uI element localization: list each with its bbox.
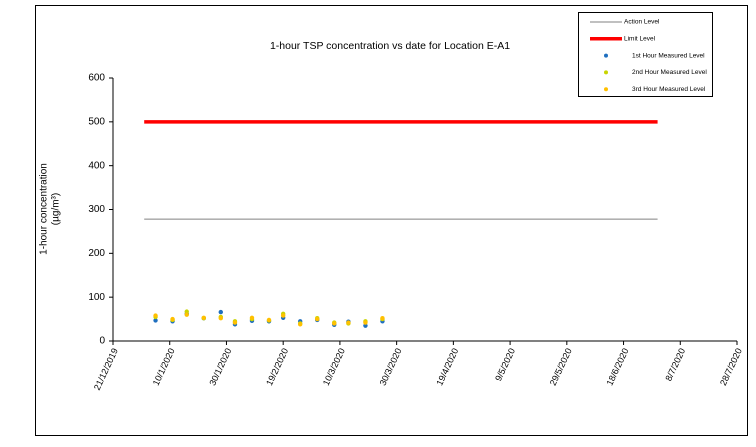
data-point (184, 309, 189, 314)
legend-label: 1st Hour Measured Level (632, 52, 705, 59)
y-tick-label: 200 (88, 248, 105, 259)
data-point (170, 316, 175, 322)
legend-swatch (604, 53, 608, 58)
data-point (363, 323, 368, 328)
data-point (298, 322, 303, 327)
y-tick-label: 500 (88, 116, 105, 127)
data-point (153, 318, 158, 323)
data-point (184, 312, 189, 317)
data-point (201, 315, 206, 320)
data-point (332, 321, 337, 326)
legend-swatch (604, 87, 608, 92)
y-tick-label: 0 (99, 336, 105, 347)
data-point (266, 317, 272, 323)
y-tick-label: 600 (88, 73, 105, 84)
data-point (218, 309, 223, 315)
legend-label: Limit Level (624, 36, 656, 43)
chart-title: 1-hour TSP concentration vs date for Loc… (270, 40, 510, 52)
data-point (232, 320, 238, 325)
data-point (249, 315, 255, 320)
y-tick-label: 300 (88, 204, 105, 215)
data-point (363, 320, 368, 325)
legend-label: 2nd Hour Measured Level (632, 69, 707, 76)
legend-swatch (604, 70, 608, 75)
data-point (153, 313, 158, 318)
y-tick-label: 100 (88, 292, 105, 303)
y-axis-label: (µg/m³) (51, 193, 62, 225)
y-tick-label: 400 (88, 160, 105, 171)
data-point (346, 320, 351, 325)
data-point (218, 316, 223, 321)
data-point (315, 316, 320, 322)
data-point (280, 313, 286, 318)
legend-label: 3rd Hour Measured Level (632, 86, 706, 93)
data-point (380, 316, 385, 321)
legend (578, 12, 713, 97)
legend-label: Action Level (624, 19, 660, 26)
y-axis-label: 1-hour concentration (39, 163, 50, 255)
